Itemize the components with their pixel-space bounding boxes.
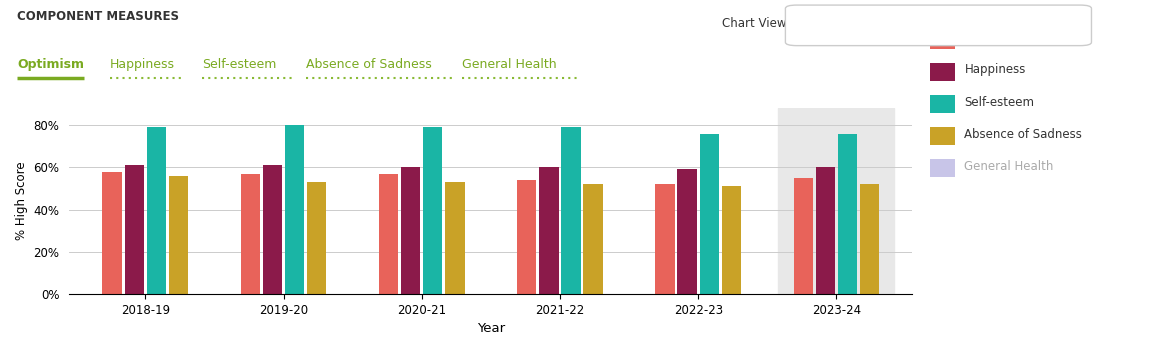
- Text: ⌄: ⌄: [1063, 17, 1073, 30]
- Bar: [147, 127, 166, 294]
- Bar: [561, 127, 581, 294]
- Bar: [379, 174, 398, 294]
- Text: General Health: General Health: [964, 160, 1053, 173]
- Bar: [285, 125, 304, 294]
- Bar: [678, 169, 696, 294]
- Bar: [307, 182, 327, 294]
- Bar: [793, 178, 813, 294]
- Bar: [401, 167, 420, 294]
- X-axis label: Year: Year: [477, 322, 505, 335]
- Bar: [778, 108, 894, 294]
- Bar: [263, 165, 282, 294]
- Bar: [815, 167, 835, 294]
- Bar: [125, 165, 144, 294]
- Text: Optimism: Optimism: [17, 58, 84, 71]
- Text: Self-esteem: Self-esteem: [964, 96, 1035, 108]
- Text: Happiness: Happiness: [110, 58, 174, 71]
- Y-axis label: % High Score: % High Score: [15, 162, 28, 240]
- Bar: [583, 184, 603, 294]
- Bar: [240, 174, 260, 294]
- Text: Absence of Sadness: Absence of Sadness: [964, 128, 1082, 141]
- Bar: [423, 127, 442, 294]
- Text: Self-esteem: Self-esteem: [202, 58, 276, 71]
- Bar: [169, 176, 188, 294]
- Bar: [837, 134, 857, 294]
- Bar: [655, 184, 675, 294]
- Bar: [446, 182, 464, 294]
- Bar: [860, 184, 879, 294]
- Text: Chart View: Chart View: [722, 17, 787, 30]
- Bar: [539, 167, 559, 294]
- Text: Happiness: Happiness: [964, 64, 1026, 76]
- Text: COMPONENT MEASURES: COMPONENT MEASURES: [17, 10, 179, 23]
- Bar: [517, 180, 536, 294]
- Text: All Measures: All Measures: [808, 17, 884, 30]
- Text: General Health: General Health: [462, 58, 557, 71]
- Bar: [722, 186, 742, 294]
- Bar: [700, 134, 718, 294]
- Text: Optimism: Optimism: [964, 31, 1022, 44]
- Bar: [103, 172, 121, 294]
- Text: Absence of Sadness: Absence of Sadness: [306, 58, 432, 71]
